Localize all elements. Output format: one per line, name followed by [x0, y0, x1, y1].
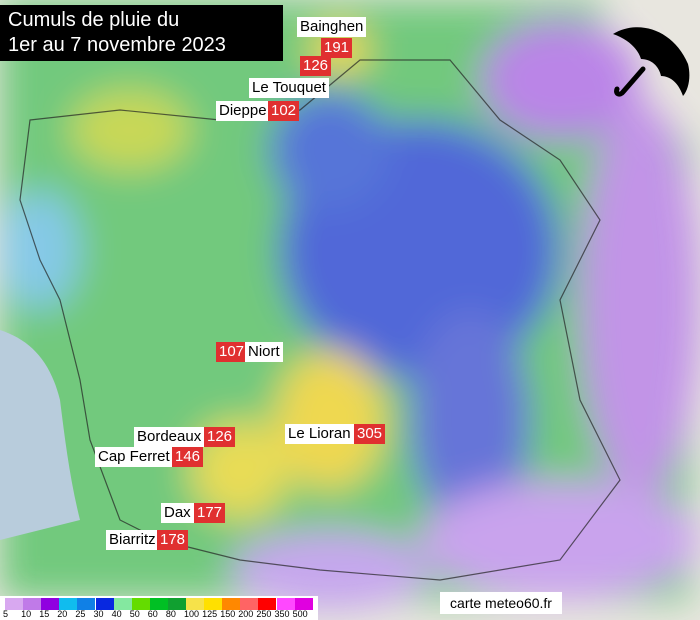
station-label-le-lioran: Le Lioran [285, 424, 354, 444]
legend-swatch [186, 598, 205, 610]
legend-swatch [294, 598, 313, 610]
legend-label: 150 [220, 609, 236, 619]
legend-label: 15 [39, 609, 50, 619]
station-value-dax: 177 [194, 503, 226, 523]
legend-swatch [95, 598, 114, 610]
legend-label: 125 [202, 609, 218, 619]
title-line-2: 1er au 7 novembre 2023 [8, 34, 226, 56]
legend-swatch [77, 598, 96, 610]
station-value-biarritz: 178 [157, 530, 189, 550]
station-value-cap-ferret: 146 [172, 447, 204, 467]
legend-swatch [222, 598, 241, 610]
legend-swatch [276, 598, 295, 610]
legend-swatch [5, 598, 24, 610]
color-legend: 5 10 15 20 25 30 40 50 60 80 100 125 150 200 250 350 500 [0, 596, 318, 620]
legend-swatch [113, 598, 132, 610]
legend-label: 25 [75, 609, 86, 619]
legend-swatch [59, 598, 78, 610]
station-label-niort: Niort [245, 342, 283, 362]
legend-label: 20 [57, 609, 68, 619]
station-value-le-lioran: 305 [354, 424, 386, 444]
station-label-dax: Dax [161, 503, 194, 523]
station-label-cap-ferret: Cap Ferret [95, 447, 173, 467]
legend-label: 250 [256, 609, 272, 619]
legend-label: 30 [93, 609, 104, 619]
legend-swatch [41, 598, 60, 610]
legend-swatch [23, 598, 42, 610]
station-label-bainghen: Bainghen [297, 17, 367, 37]
title-line-1: Cumuls de pluie du [8, 9, 180, 31]
legend-label: 50 [129, 609, 140, 619]
umbrella-icon [613, 27, 690, 97]
station-value-niort: 107 [216, 342, 248, 362]
legend-label: 500 [292, 609, 308, 619]
map-title: Cumuls de pluie du 1er au 7 novembre 202… [0, 5, 283, 61]
legend-label: 60 [147, 609, 158, 619]
station-value-bainghen: 191 [321, 38, 353, 58]
legend-swatch [149, 598, 168, 610]
station-value-dieppe: 102 [268, 101, 300, 121]
station-label-bordeaux: Bordeaux [134, 427, 205, 447]
legend-label: 200 [238, 609, 254, 619]
legend-swatch [258, 598, 277, 610]
legend-label: 100 [184, 609, 200, 619]
legend-label: 80 [165, 609, 176, 619]
station-label-dieppe: Dieppe [216, 101, 270, 121]
legend-swatch [204, 598, 223, 610]
legend-swatch [240, 598, 259, 610]
legend-label: 40 [111, 609, 122, 619]
legend-swatch [167, 598, 186, 610]
legend-swatch [131, 598, 150, 610]
legend-label: 350 [274, 609, 290, 619]
legend-label: 10 [21, 609, 32, 619]
station-label-le-touquet: Le Touquet [249, 78, 329, 98]
station-value-bordeaux: 126 [204, 427, 236, 447]
credit-label: carte meteo60.fr [440, 592, 562, 614]
legend-label: 5 [3, 609, 9, 619]
station-value-le-touquet: 126 [300, 56, 332, 76]
station-label-biarritz: Biarritz [106, 530, 159, 550]
